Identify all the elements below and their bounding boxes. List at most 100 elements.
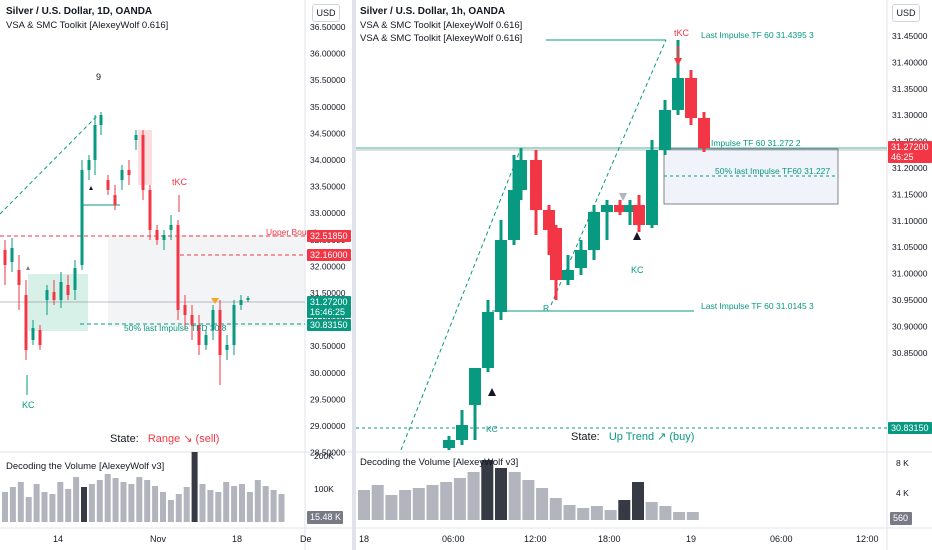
candle[interactable]: [169, 215, 173, 240]
currency-button[interactable]: USD: [892, 4, 920, 22]
impulse-trendline[interactable]: [0, 114, 99, 215]
indicator-legend[interactable]: VSA & SMC Toolkit [AlexeyWolf 0.616]: [6, 20, 169, 31]
candle[interactable]: [93, 115, 97, 175]
currency-button[interactable]: USD: [312, 4, 340, 22]
time-axis-label: 18: [232, 534, 242, 544]
candle[interactable]: [685, 70, 697, 125]
candle[interactable]: [698, 112, 710, 152]
chart-title: Silver / U.S. Dollar, 1D, OANDA: [6, 6, 153, 17]
candle-body: [3, 250, 7, 265]
candle[interactable]: [17, 255, 21, 310]
price-axis-label: 34.50000: [310, 128, 346, 138]
candle[interactable]: [550, 225, 562, 300]
candle[interactable]: [52, 280, 56, 305]
candle[interactable]: [120, 165, 124, 190]
time-axis-label: 18:00: [598, 534, 621, 544]
candle[interactable]: [197, 315, 201, 355]
candle[interactable]: [246, 296, 250, 302]
candle[interactable]: [469, 368, 481, 440]
candle[interactable]: [633, 195, 645, 232]
candle[interactable]: [87, 155, 91, 180]
volume-badge[interactable]: 560: [890, 512, 912, 525]
candle[interactable]: [624, 200, 636, 225]
time-axis-label: Nov: [150, 534, 167, 544]
level-red-badge[interactable]: 32.16000: [307, 249, 351, 261]
candle[interactable]: [456, 410, 468, 445]
candle[interactable]: [530, 150, 542, 235]
candle[interactable]: [204, 330, 208, 350]
volume-bar: [645, 502, 658, 520]
impulse-trendline-2[interactable]: [550, 39, 667, 306]
candle[interactable]: [59, 272, 63, 308]
volume-badge-text-0: 15.48 K: [310, 512, 341, 522]
volume-bar: [632, 482, 644, 520]
pane-divider[interactable]: [352, 0, 356, 550]
volume-bar: [144, 480, 151, 522]
candle[interactable]: [134, 130, 138, 150]
right-chart-pane[interactable]: 31.4500031.4000031.3500031.3000031.25000…: [356, 0, 932, 550]
candle[interactable]: [38, 325, 42, 350]
candle[interactable]: [659, 100, 671, 155]
candle[interactable]: [239, 295, 243, 310]
volume-bar: [215, 492, 222, 522]
candle[interactable]: [99, 112, 103, 135]
candle[interactable]: [495, 220, 507, 320]
candle-body: [45, 290, 49, 300]
candle[interactable]: [183, 295, 187, 330]
candle[interactable]: [141, 130, 145, 200]
candle[interactable]: [588, 205, 600, 260]
upper-bound-badge[interactable]: 32.51850: [307, 230, 351, 242]
candle[interactable]: [113, 185, 117, 210]
candle[interactable]: [562, 255, 574, 285]
fifty-badge[interactable]: 30.83150: [307, 319, 351, 331]
candle-body: [31, 328, 35, 340]
candle[interactable]: [646, 140, 658, 228]
candle[interactable]: [73, 260, 77, 300]
candle[interactable]: [106, 175, 110, 195]
candle-body: [38, 330, 42, 345]
volume-indicator-title[interactable]: Decoding the Volume [AlexeyWolf v3]: [6, 461, 165, 472]
candle[interactable]: [601, 200, 613, 240]
price-axis-label: 36.00000: [310, 49, 346, 59]
candle[interactable]: [148, 185, 152, 240]
right-chart-canvas[interactable]: 31.4500031.4000031.3500031.3000031.25000…: [356, 0, 932, 550]
current-price-badge-text-1: 46:25: [891, 152, 914, 162]
upper-bound-badge-bg: [307, 230, 351, 242]
candle[interactable]: [176, 220, 180, 320]
candle[interactable]: [508, 155, 520, 245]
volume-bar: [88, 484, 95, 522]
candle[interactable]: [45, 285, 49, 315]
candle[interactable]: [66, 275, 70, 300]
candle[interactable]: [482, 300, 494, 372]
volume-badge[interactable]: 15.48 K: [307, 511, 343, 524]
candle[interactable]: [515, 148, 527, 200]
candle[interactable]: [614, 200, 626, 215]
candle[interactable]: [155, 225, 159, 245]
candle[interactable]: [232, 300, 236, 355]
indicator-legend-2[interactable]: VSA & SMC Toolkit [AlexeyWolf 0.616]: [360, 33, 523, 44]
candle[interactable]: [3, 240, 7, 285]
candle[interactable]: [225, 335, 229, 360]
candle[interactable]: [24, 280, 28, 360]
candle[interactable]: [10, 238, 14, 272]
candle[interactable]: [127, 160, 131, 185]
candle[interactable]: [80, 160, 84, 270]
left-chart-pane[interactable]: 36.50000 36.00000 35.50000 35.00000 34.50000…: [0, 0, 352, 550]
candle[interactable]: [31, 320, 35, 345]
candle-body: [601, 205, 613, 212]
candle[interactable]: [575, 240, 587, 275]
volume-indicator-title[interactable]: Decoding the Volume [AlexeyWolf v3]: [360, 457, 519, 468]
candle[interactable]: [543, 205, 555, 255]
bottom-level-badge[interactable]: 30.83150: [888, 422, 932, 434]
candle[interactable]: [190, 305, 194, 340]
candle[interactable]: [211, 305, 215, 340]
candle[interactable]: [443, 436, 455, 450]
candle[interactable]: [218, 300, 222, 385]
kc-bottom-label: KC: [486, 424, 498, 434]
indicator-legend-1[interactable]: VSA & SMC Toolkit [AlexeyWolf 0.616]: [360, 20, 523, 31]
left-chart-canvas[interactable]: 36.50000 36.00000 35.50000 35.00000 34.50000…: [0, 0, 352, 550]
candle[interactable]: [162, 230, 166, 250]
impulse-trendline-1[interactable]: [400, 147, 522, 451]
